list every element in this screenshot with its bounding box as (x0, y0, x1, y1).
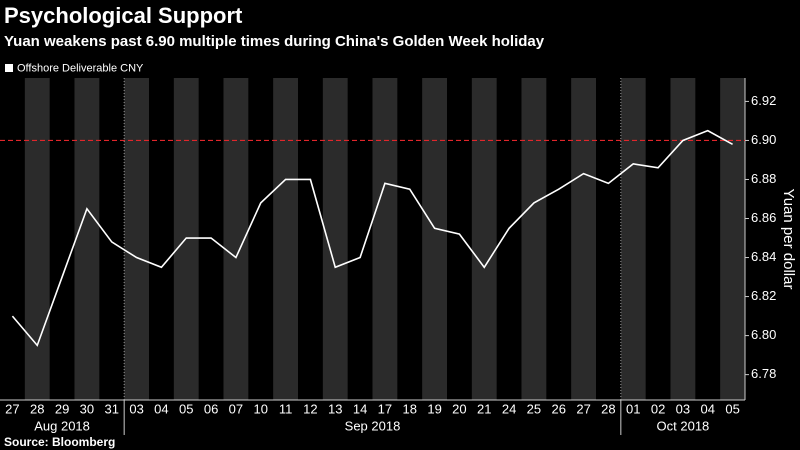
x-tick-label: 30 (80, 401, 94, 416)
x-tick-label: 07 (229, 401, 243, 416)
day-bands (24, 78, 745, 400)
x-tick-label: 05 (179, 401, 193, 416)
day-band (571, 78, 596, 400)
x-tick-label: 17 (378, 401, 392, 416)
month-label: Oct 2018 (657, 418, 710, 433)
source: Source: Bloomberg (4, 435, 115, 449)
y-tick-label: 6.84 (751, 249, 776, 264)
y-axis-label: Yuan per dollar (780, 189, 797, 290)
x-tick-label: 04 (701, 401, 715, 416)
day-band (24, 78, 50, 400)
x-tick-label: 29 (55, 401, 69, 416)
day-band (124, 78, 149, 400)
x-tick-label: 20 (452, 401, 466, 416)
y-tick-label: 6.90 (751, 132, 776, 147)
x-tick-label: 03 (676, 401, 690, 416)
day-band (521, 78, 547, 400)
x-tick-label: 14 (353, 401, 367, 416)
y-tick-label: 6.82 (751, 288, 776, 303)
series-line (11, 129, 733, 347)
x-tick-label: 27 (576, 401, 590, 416)
day-band (471, 78, 497, 400)
month-label: Sep 2018 (345, 418, 401, 433)
y-tick-label: 6.80 (751, 327, 776, 342)
x-tick-label: 12 (303, 401, 317, 416)
x-tick-label: 06 (204, 401, 218, 416)
x-tick-label: 02 (651, 401, 665, 416)
x-tick-label: 10 (254, 401, 268, 416)
y-tick-label: 6.88 (751, 171, 776, 186)
y-tick-label: 6.86 (751, 210, 776, 225)
y-tick-label: 6.78 (751, 366, 776, 381)
chart-subtitle: Yuan weakens past 6.90 multiple times du… (4, 33, 545, 50)
legend-swatch (5, 64, 13, 72)
x-tick-label: 27 (5, 401, 19, 416)
x-tick-label: 28 (30, 401, 44, 416)
x-tick-label: 11 (279, 401, 293, 416)
x-tick-label: 28 (601, 401, 615, 416)
x-tick-label: 04 (154, 401, 168, 416)
x-tick-label: 24 (502, 401, 516, 416)
day-band (422, 78, 447, 400)
x-tick-label: 21 (477, 401, 491, 416)
day-band (273, 78, 298, 400)
day-band (720, 78, 745, 400)
x-tick-label: 26 (552, 401, 566, 416)
x-tick-label: 03 (129, 401, 143, 416)
legend-label: Offshore Deliverable CNY (17, 62, 144, 74)
x-tick-label: 19 (427, 401, 441, 416)
chart-title: Psychological Support (4, 3, 243, 28)
x-tick-label: 05 (725, 401, 739, 416)
x-tick-label: 18 (403, 401, 417, 416)
x-tick-label: 25 (527, 401, 541, 416)
x-tick-label: 31 (105, 401, 119, 416)
day-band (74, 78, 100, 400)
day-band (620, 78, 646, 400)
month-label: Aug 2018 (34, 418, 90, 433)
x-tick-label: 13 (328, 401, 342, 416)
day-band (670, 78, 696, 400)
day-band (372, 78, 398, 400)
x-tick-label: 01 (626, 401, 640, 416)
y-tick-label: 6.92 (751, 93, 776, 108)
